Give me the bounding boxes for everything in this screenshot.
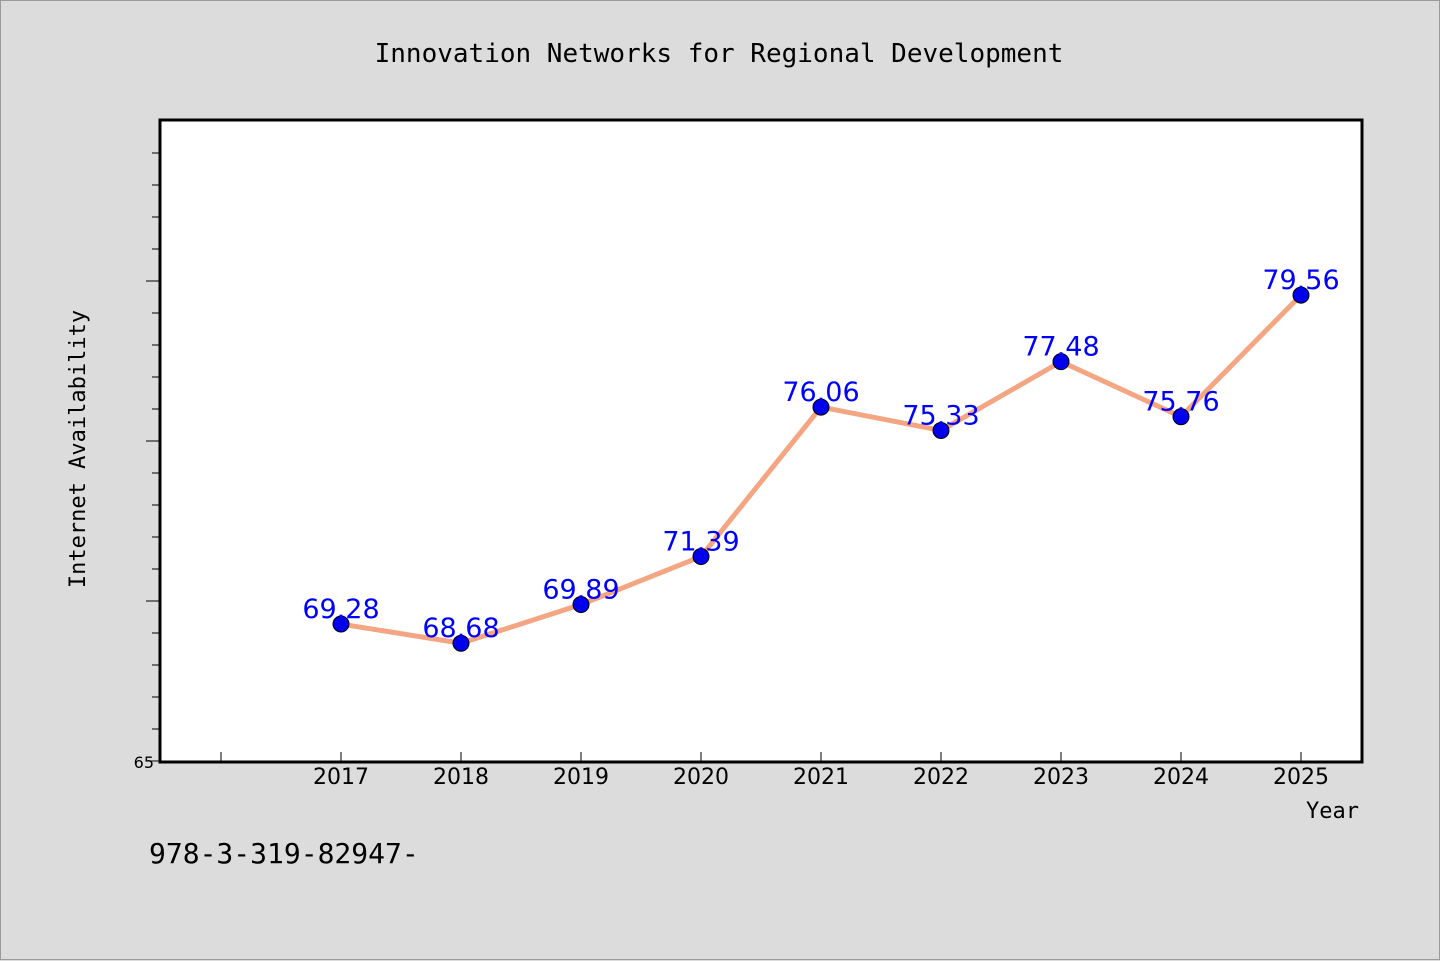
- y-axis-label: Internet Availability: [66, 310, 91, 588]
- data-point: [1172, 408, 1190, 426]
- data-point: [692, 548, 710, 566]
- data-point: [1052, 353, 1070, 371]
- data-markers: [332, 286, 1310, 652]
- x-axis-ticks: [220, 752, 1302, 762]
- data-label: 76.06: [782, 377, 859, 408]
- x-tick-label: 2021: [793, 765, 849, 790]
- x-tick-label: 2022: [913, 765, 969, 790]
- x-tick-labels: 2017 2018 2019 2020 2021 2022 2023 2024 2025: [313, 765, 1329, 790]
- data-label: 68.68: [422, 613, 499, 644]
- x-tick-label: 2017: [313, 765, 369, 790]
- plot-area: [158, 118, 1364, 764]
- data-point: [332, 615, 350, 633]
- y-axis-ticks: [146, 152, 160, 762]
- data-point: [452, 634, 470, 652]
- x-tick-label: 2019: [553, 765, 609, 790]
- x-tick-label: 2020: [673, 765, 729, 790]
- data-label: 69.89: [542, 575, 619, 606]
- data-labels: 69.28 68.68 69.89 71.39 76.06 75.33 77.48 75.76…: [302, 265, 1339, 644]
- y-tick-label: 65: [134, 753, 154, 772]
- footer-isbn-text: 978-3-319-82947-: [149, 837, 419, 870]
- data-label: 75.76: [1142, 387, 1219, 418]
- data-label: 79.56: [1262, 265, 1339, 296]
- x-tick-label: 2024: [1153, 765, 1209, 790]
- data-point: [572, 596, 590, 614]
- data-point: [812, 398, 830, 416]
- data-point: [932, 421, 950, 439]
- x-axis-label: Year: [1306, 799, 1359, 824]
- chart-title: Innovation Networks for Regional Develop…: [375, 39, 1064, 69]
- data-label: 75.33: [902, 400, 979, 431]
- data-label: 77.48: [1022, 332, 1099, 363]
- data-point: [1292, 286, 1310, 304]
- x-tick-label: 2023: [1033, 765, 1089, 790]
- x-tick-label: 2025: [1273, 765, 1329, 790]
- x-tick-label: 2018: [433, 765, 489, 790]
- data-label: 71.39: [662, 527, 739, 558]
- data-label: 69.28: [302, 594, 379, 625]
